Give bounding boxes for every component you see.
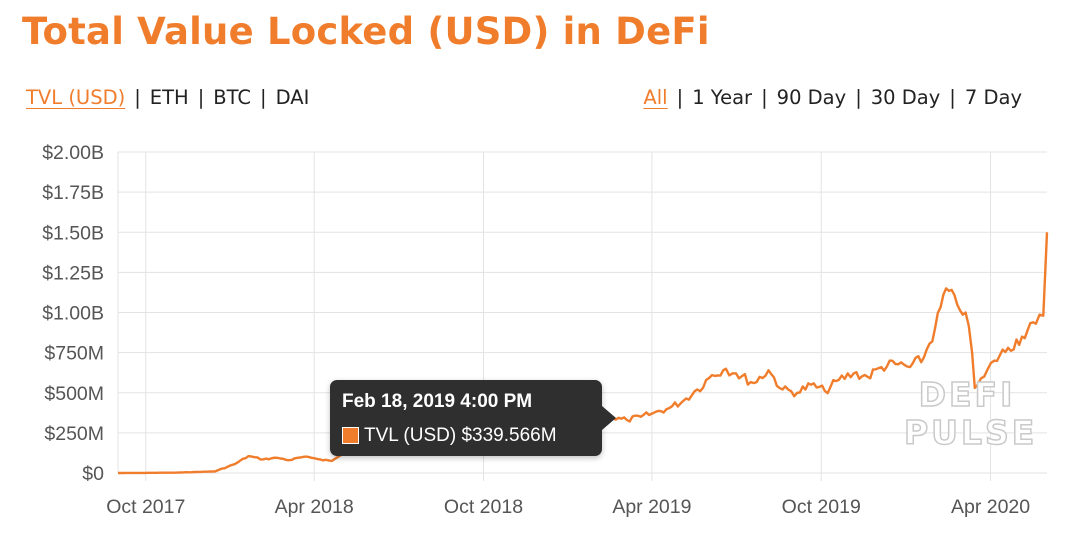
x-tick-label: Apr 2018 <box>275 496 354 518</box>
y-tick-label: $500M <box>44 383 104 405</box>
metric-tab-dai[interactable]: DAI <box>275 86 310 109</box>
y-tick-label: $0 <box>82 463 104 485</box>
x-tick-label: Oct 2018 <box>444 496 523 518</box>
x-axis: Oct 2017 Apr 2018 Oct 2018 Apr 2019 Oct 2019… <box>106 496 1030 518</box>
y-tick-label: $1.75B <box>42 182 104 204</box>
y-tick-label: $250M <box>44 423 104 445</box>
y-tick-label: $1.25B <box>42 262 104 284</box>
hover-tooltip: Feb 18, 2019 4:00 PM TVL (USD) $339.566M <box>330 380 616 456</box>
x-tick-label: Oct 2019 <box>782 496 861 518</box>
range-selector: All | 1 Year | 90 Day | 30 Day | 7 Day <box>643 86 1022 109</box>
range-tab-30-day[interactable]: 30 Day <box>870 86 941 109</box>
tooltip-value: $339.566M <box>461 425 557 446</box>
x-tick-label: Apr 2020 <box>951 496 1030 518</box>
tooltip-date: Feb 18, 2019 4:00 PM <box>342 391 533 412</box>
chart-title: Total Value Locked (USD) in DeFi <box>22 10 710 53</box>
y-axis: $0 $250M $500M $750M $1.00B $1.25B $1.50B $1.75… <box>42 142 104 485</box>
y-tick-label: $750M <box>44 343 104 365</box>
y-tick-label: $1.50B <box>42 222 104 244</box>
y-tick-label: $1.00B <box>42 303 104 325</box>
x-tick-label: Apr 2019 <box>612 496 691 518</box>
tooltip-series-swatch <box>342 427 359 444</box>
tooltip-series-name: TVL (USD) <box>364 425 457 446</box>
range-tab-1-year[interactable]: 1 Year <box>692 86 753 109</box>
x-tick-label: Oct 2017 <box>106 496 185 518</box>
range-tab-7-day[interactable]: 7 Day <box>964 86 1022 109</box>
defi-pulse-watermark: DEFI PULSE <box>903 375 1038 453</box>
range-tab-all[interactable]: All <box>643 86 668 109</box>
metric-tab-btc[interactable]: BTC <box>213 86 252 109</box>
range-tab-90-day[interactable]: 90 Day <box>776 86 847 109</box>
tooltip-row: TVL (USD) $339.566M <box>342 425 557 447</box>
y-tick-label: $2.00B <box>42 142 104 164</box>
metric-selector: TVL (USD) | ETH | BTC | DAI <box>26 86 310 109</box>
metric-tab-tvl-usd[interactable]: TVL (USD) <box>26 86 126 109</box>
metric-tab-eth[interactable]: ETH <box>149 86 189 109</box>
